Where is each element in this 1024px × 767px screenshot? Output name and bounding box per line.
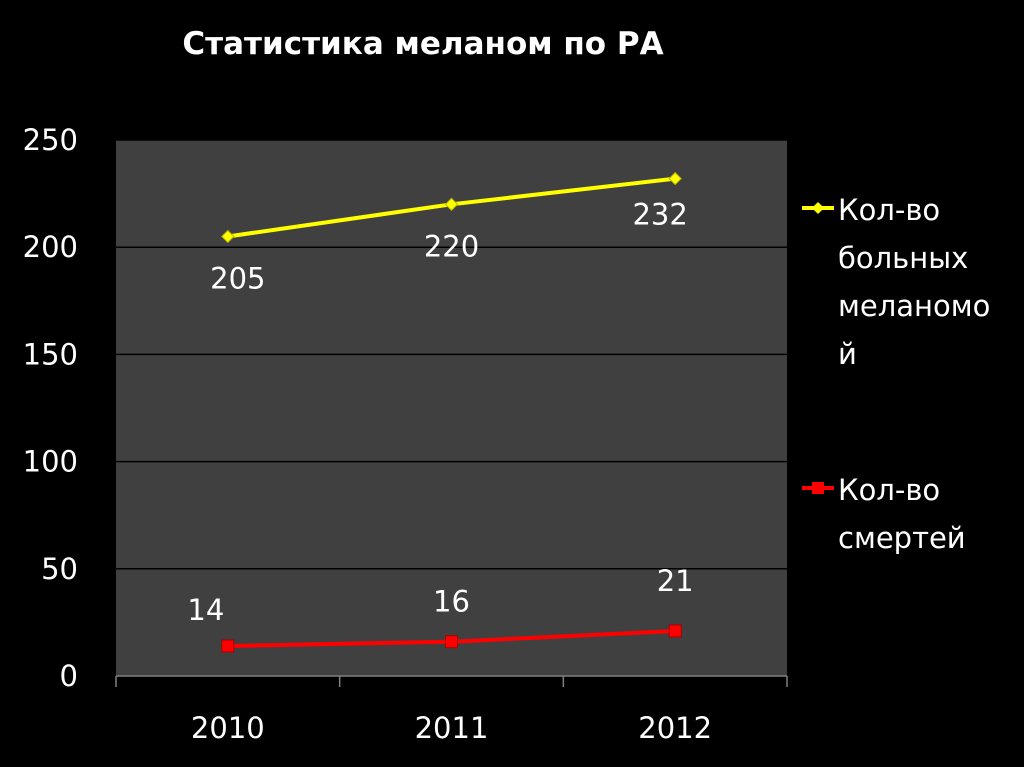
series-1 — [221, 171, 682, 244]
legend-label: меланомо — [838, 289, 990, 323]
legend-label: й — [838, 337, 857, 371]
legend-marker — [812, 202, 824, 214]
data-point — [444, 197, 459, 212]
y-tick-label: 0 — [60, 659, 78, 693]
data-label: 205 — [210, 261, 265, 295]
legend-label: смертей — [838, 521, 966, 555]
data-point — [668, 171, 682, 186]
x-tick-label: 2012 — [638, 711, 712, 745]
data-label: 16 — [433, 585, 470, 619]
legend-label: больных — [838, 241, 968, 275]
data-point — [221, 639, 235, 653]
legend-label: Кол-во — [838, 193, 940, 227]
legend: Кол-во больных меланомо й Кол-во смертей — [802, 193, 990, 555]
x-tick-label: 2010 — [191, 711, 265, 745]
series-2 — [221, 624, 682, 653]
data-label: 220 — [424, 229, 479, 263]
y-tick-label: 150 — [23, 337, 78, 371]
y-tick-label: 200 — [23, 230, 78, 264]
y-tick-label: 100 — [23, 445, 78, 479]
chart-title: Статистика меланом по РА — [182, 26, 663, 62]
data-label: 21 — [657, 564, 694, 598]
gridlines — [116, 139, 787, 570]
legend-entry-2: Кол-во смертей — [802, 473, 966, 555]
legend-marker — [812, 482, 824, 494]
series-layer — [221, 171, 682, 653]
data-point — [668, 624, 682, 638]
legend-label: Кол-во — [838, 473, 940, 507]
data-label: 232 — [632, 198, 687, 232]
axes: 0 50 100 150 200 250 2010 2011 2012 — [23, 123, 788, 745]
data-label: 14 — [187, 593, 224, 627]
data-labels: 205 220 232 14 16 21 — [187, 198, 693, 627]
plot-area — [116, 140, 787, 676]
legend-entry-1: Кол-во больных меланомо й — [802, 193, 990, 371]
data-point — [221, 229, 235, 244]
y-tick-label: 250 — [23, 123, 78, 157]
data-point — [445, 635, 458, 649]
y-tick-label: 50 — [41, 552, 78, 586]
x-tick-label: 2011 — [415, 711, 489, 745]
